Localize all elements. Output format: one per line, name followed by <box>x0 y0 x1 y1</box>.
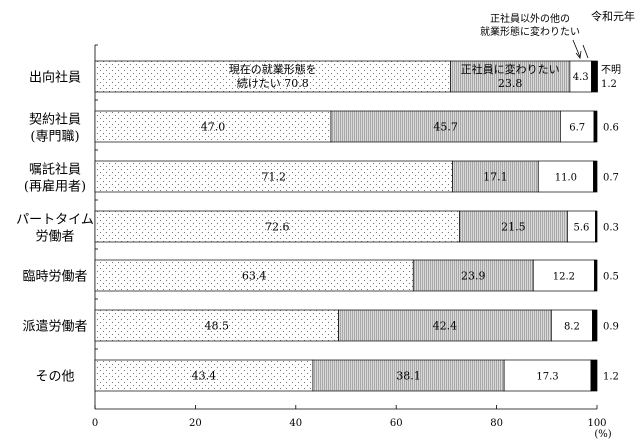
value-label-series2-line2: 23.8 <box>498 77 523 90</box>
category-label: 臨時労働者 <box>22 270 87 285</box>
bar-segment-unknown <box>592 309 598 342</box>
category-label: その他 <box>35 370 74 385</box>
value-label-series1-line2: 続けたい 70.8 <box>237 76 309 90</box>
bar-segment-other <box>550 309 593 342</box>
category-label: (専門職) <box>30 130 79 145</box>
callout-series3-arrowhead <box>575 50 582 59</box>
bar-segment-regular <box>452 160 539 193</box>
bar-segment-regular <box>330 110 561 143</box>
x-tick-label: 60 <box>390 418 403 429</box>
bar-segment-unknown <box>590 359 598 392</box>
x-tick-label: 0 <box>92 418 98 429</box>
bar-segment-regular <box>450 60 571 93</box>
callout-series3-line1: 正社員以外の他の <box>490 12 570 25</box>
bar-segment-unknown <box>593 160 598 193</box>
x-tick-label: 20 <box>189 418 202 429</box>
bar-segment-regular <box>412 259 534 292</box>
bar-segment-continue <box>94 110 332 143</box>
value-label: 43.4 <box>192 370 217 383</box>
axes: 0 20 40 60 80 100 <box>92 44 607 429</box>
category-label: パートタイム <box>16 213 94 228</box>
value-label: 6.7 <box>569 123 585 134</box>
bars <box>94 60 598 392</box>
bar-segment-regular <box>312 359 505 392</box>
value-label: 38.1 <box>396 370 421 383</box>
value-label: 48.5 <box>204 320 229 333</box>
bar-segment-continue <box>94 309 339 342</box>
value-label: 0.7 <box>603 173 619 184</box>
value-label-series4-line2: 1.2 <box>601 79 617 90</box>
x-tick-label: 40 <box>289 418 302 429</box>
bar-segment-unknown <box>595 210 598 243</box>
value-label-series1-line1: 現在の就業形態を <box>229 62 317 76</box>
value-label: 45.7 <box>433 121 458 134</box>
x-tick-label: 100 <box>587 418 606 429</box>
value-label: 42.4 <box>433 320 458 333</box>
bar-segment-regular <box>459 210 568 243</box>
bar-segment-unknown <box>594 259 598 292</box>
value-label: 21.5 <box>501 221 526 234</box>
bar-segment-continue <box>94 160 453 193</box>
value-label-series3-row1: 4.3 <box>573 72 589 83</box>
value-label: 8.2 <box>564 322 580 333</box>
bar-segment-other <box>503 359 592 392</box>
bar-segment-continue <box>94 259 414 292</box>
value-label: 1.2 <box>603 372 619 383</box>
bar-segment-other <box>567 210 596 243</box>
bar-segment-regular <box>338 309 552 342</box>
category-label: 嘱託社員 <box>29 162 81 178</box>
annotations: 47.0 45.7 6.7 0.6 71.2 17.1 11.0 0.7 72.6 21.5 5.6… <box>192 12 621 383</box>
value-label: 11.0 <box>555 173 577 184</box>
bar-segment-unknown <box>593 110 598 143</box>
category-label: 労働者 <box>35 230 74 245</box>
value-label: 72.6 <box>265 221 290 234</box>
value-label: 17.3 <box>536 372 558 383</box>
category-label: 出向社員 <box>29 70 81 86</box>
value-label: 12.2 <box>553 272 575 283</box>
value-label: 23.9 <box>461 270 486 283</box>
value-label: 0.6 <box>603 123 619 134</box>
x-tick-label: 80 <box>490 418 503 429</box>
x-axis-unit: (%) <box>594 429 611 440</box>
bar-segment-continue <box>94 359 314 392</box>
value-label: 0.5 <box>603 272 619 283</box>
category-label: 派遣労働者 <box>22 320 87 335</box>
bar-segment-other <box>532 259 595 292</box>
bar-segment-other <box>560 110 595 143</box>
bar-segment-continue <box>94 210 460 243</box>
bar-segment-continue <box>94 60 451 93</box>
value-label-series4-line1: 不明 <box>601 64 621 76</box>
bar-segment-other <box>537 160 594 193</box>
value-label: 0.9 <box>603 322 619 333</box>
value-label: 63.4 <box>242 270 267 283</box>
value-label: 0.3 <box>603 223 619 234</box>
value-label: 47.0 <box>201 121 226 134</box>
value-label-series2-line1: 正社員に変わりたい <box>461 62 560 76</box>
value-label: 17.1 <box>483 171 508 184</box>
value-label: 5.6 <box>573 223 589 234</box>
chart-title-leader <box>582 44 589 59</box>
chart-title: 令和元年 <box>591 9 635 23</box>
callout-series3-line2: 就業形態に変わりたい <box>480 25 580 38</box>
callout-series3-arrow <box>572 39 581 58</box>
value-label: 71.2 <box>261 171 286 184</box>
category-label: 契約社員 <box>29 112 81 128</box>
bar-segment-unknown <box>591 60 598 93</box>
category-label: (再雇用者) <box>24 179 86 195</box>
